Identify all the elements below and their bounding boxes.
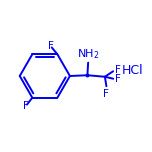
Text: F: F	[115, 65, 121, 75]
Text: F: F	[115, 74, 121, 84]
Text: F: F	[22, 101, 28, 111]
Text: F: F	[48, 41, 54, 51]
Text: HCl: HCl	[122, 64, 144, 77]
Text: NH$_2$: NH$_2$	[77, 47, 99, 61]
Text: F: F	[104, 89, 109, 99]
